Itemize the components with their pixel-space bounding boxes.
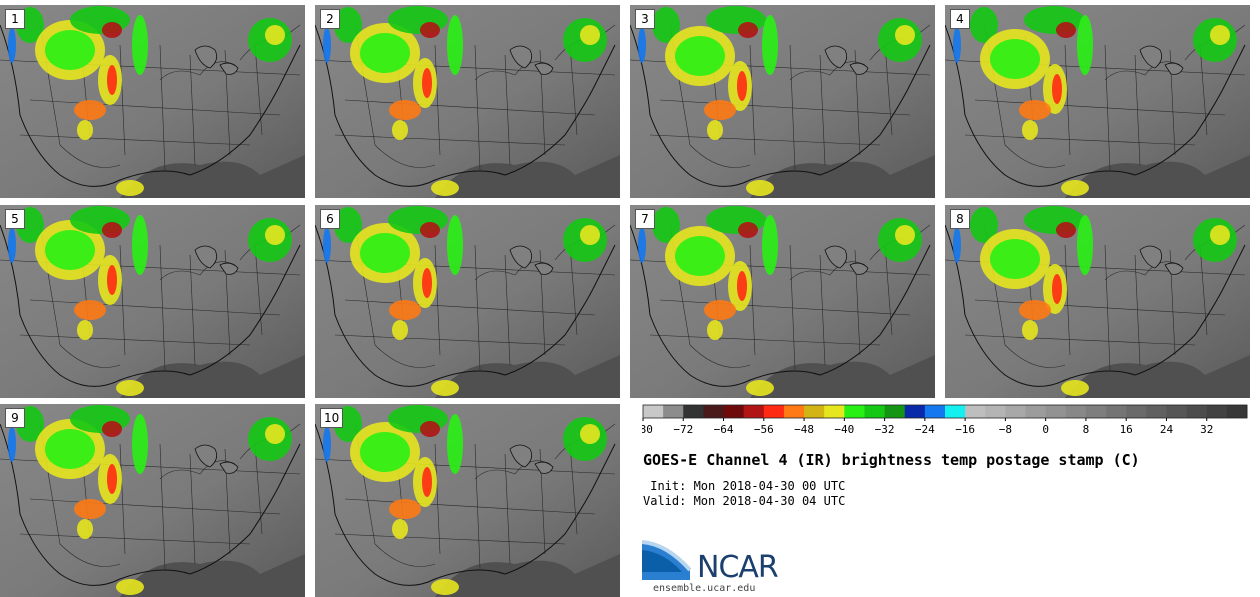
colorbar-tick-label: 8 [1083,423,1090,436]
ensemble-member-panel: 2 [315,5,620,198]
colorbar-tick-label: −72 [673,423,693,436]
colorbar-tick-label: −56 [754,423,774,436]
ir-satellite-map [315,205,620,398]
ir-satellite-map [0,5,305,198]
ensemble-member-panel: 10 [315,404,620,597]
colorbar-tick-label: −80 [642,423,653,436]
colorbar-swatch [723,405,745,418]
colorbar-swatch [965,405,986,418]
colorbar-tick-label: 32 [1200,423,1213,436]
colorbar-swatch [1065,405,1087,418]
colorbar-tick-label: −8 [999,423,1012,436]
colorbar-swatch [824,405,845,418]
ensemble-member-panel: 1 [0,5,305,198]
member-number-badge: 9 [5,408,25,428]
ensemble-member-panel: 9 [0,404,305,597]
colorbar-swatch [864,405,885,418]
colorbar-swatch [763,405,785,418]
colorbar-swatch [1146,405,1167,418]
colorbar-swatch [1206,405,1228,418]
colorbar-swatch [1166,405,1187,418]
website-url: ensemble.ucar.edu [653,583,756,594]
colorbar-swatch [924,405,946,418]
ir-satellite-map [315,404,620,597]
member-number-badge: 3 [635,9,655,29]
ir-satellite-map [630,205,935,398]
colorbar-tick-label: −40 [834,423,854,436]
ensemble-member-panel: 3 [630,5,935,198]
colorbar-tick-label: −16 [955,423,975,436]
member-number-badge: 2 [320,9,340,29]
valid-time: Valid: Mon 2018-04-30 04 UTC [643,494,846,508]
colorbar-swatch [1226,405,1248,418]
ensemble-member-panel: 5 [0,205,305,398]
ensemble-member-panel: 4 [945,5,1250,198]
colorbar-swatch [1085,405,1107,418]
colorbar-tick-label: −24 [915,423,935,436]
ir-satellite-map [0,205,305,398]
colorbar-swatch [884,405,906,418]
member-number-badge: 10 [320,408,344,428]
colorbar-swatch [1025,405,1047,418]
ir-satellite-map [0,404,305,597]
colorbar-tick-label: −64 [714,423,734,436]
colorbar-swatch [783,405,805,418]
member-number-badge: 4 [950,9,970,29]
colorbar-tick-label: −48 [794,423,814,436]
member-number-badge: 5 [5,209,25,229]
colorbar-swatch [804,405,825,418]
member-number-badge: 7 [635,209,655,229]
ncar-logo [642,540,692,580]
colorbar-swatch [703,405,724,418]
ensemble-member-panel: 6 [315,205,620,398]
colorbar-tick-label: −32 [875,423,895,436]
colorbar-swatch [1045,405,1067,418]
colorbar-swatch [643,405,664,418]
colorbar-swatch [985,405,1006,418]
colorbar-swatch [945,405,966,418]
colorbar-tick-label: 0 [1042,423,1049,436]
colorbar-swatch [904,405,926,418]
member-number-badge: 6 [320,209,340,229]
colorbar-swatch [844,405,865,418]
ir-satellite-map [630,5,935,198]
chart-title: GOES-E Channel 4 (IR) brightness temp po… [643,451,1140,469]
ir-satellite-map [945,5,1250,198]
colorbar-swatch [743,405,765,418]
ir-satellite-map [315,5,620,198]
colorbar-swatch [663,405,684,418]
colorbar-swatch [1186,405,1208,418]
ncar-logo-text: NCAR [697,550,779,585]
colorbar-swatch [1106,405,1127,418]
colorbar-tick-label: 16 [1120,423,1133,436]
colorbar-swatch [683,405,704,418]
member-number-badge: 1 [5,9,25,29]
colorbar-swatch [1126,405,1147,418]
ir-satellite-map [945,205,1250,398]
colorbar-tick-label: 24 [1160,423,1174,436]
init-time: Init: Mon 2018-04-30 00 UTC [643,479,846,493]
colorbar-swatch [1005,405,1026,418]
ensemble-member-panel: 8 [945,205,1250,398]
ensemble-member-panel: 7 [630,205,935,398]
member-number-badge: 8 [950,209,970,229]
